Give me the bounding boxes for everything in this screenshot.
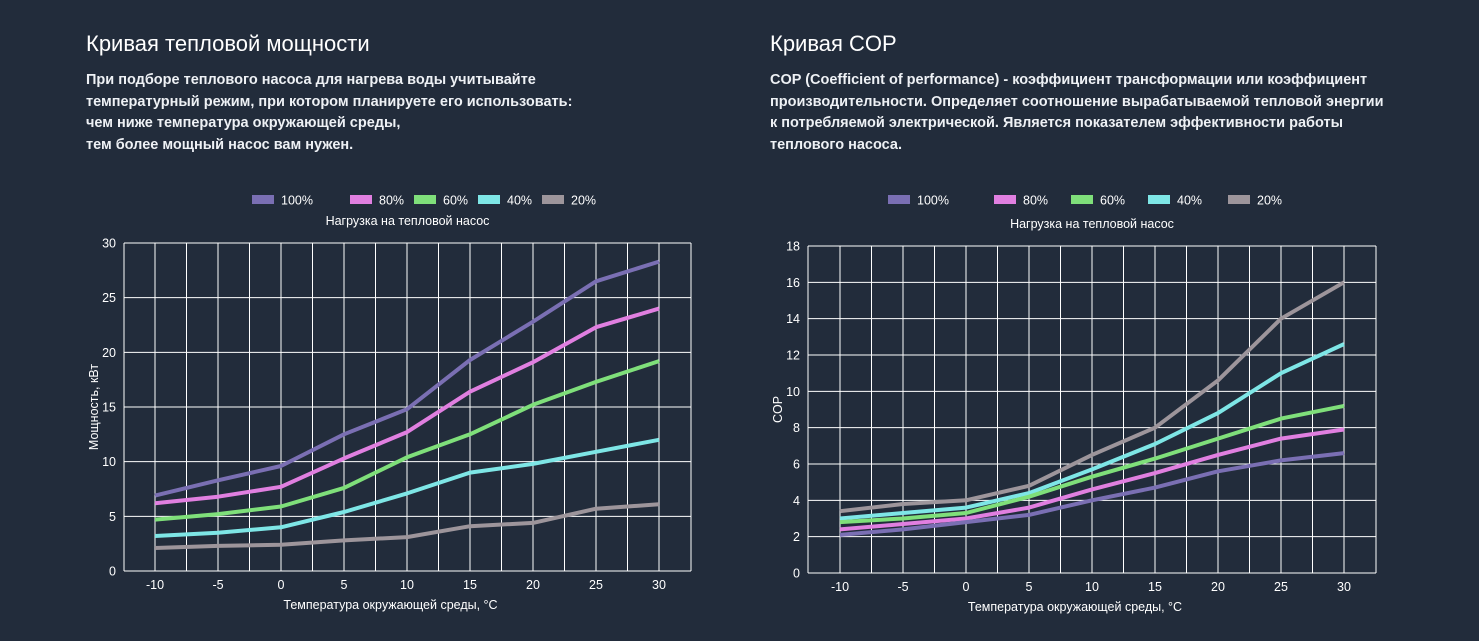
legend-label: 20% [1257, 194, 1282, 208]
y-tick-label: 10 [786, 385, 800, 399]
legend-label: 20% [571, 194, 596, 208]
legend-swatch [1228, 195, 1250, 204]
legend-label: 40% [507, 194, 532, 208]
x-axis-label: Температура окружающей среды, °C [283, 598, 497, 612]
x-tick-label: 0 [278, 578, 285, 592]
description-line: тем более мощный насос вам нужен. [86, 136, 354, 153]
description-line: производительности. Определяет соотношен… [770, 93, 1384, 110]
legend-swatch [414, 195, 436, 204]
description-line: температурный режим, при котором планиру… [86, 93, 573, 110]
y-tick-label: 14 [786, 312, 800, 326]
series-line-80pct [839, 427, 1345, 532]
x-tick-label: -5 [897, 580, 908, 594]
y-tick-label: 5 [109, 510, 116, 524]
legend-item[interactable]: 40% [478, 194, 532, 208]
y-tick-label: 4 [793, 494, 800, 508]
x-tick-label: -10 [831, 580, 849, 594]
legend-item[interactable]: 20% [542, 194, 596, 208]
y-tick-label: 0 [109, 565, 116, 579]
x-tick-label: 10 [1085, 580, 1099, 594]
legend-swatch [252, 195, 274, 204]
series-line-20pct [154, 502, 660, 550]
y-tick-label: 18 [786, 240, 800, 254]
legend-item[interactable]: 60% [1071, 194, 1125, 208]
y-tick-label: 30 [102, 237, 116, 251]
legend-swatch [1071, 195, 1093, 204]
y-tick-label: 20 [102, 346, 116, 360]
legend-label: 60% [1100, 194, 1125, 208]
legend-item[interactable]: 20% [1228, 194, 1282, 208]
legend-label: 60% [443, 194, 468, 208]
legend-swatch [478, 195, 500, 204]
legend-label: 100% [281, 194, 313, 208]
y-tick-label: 15 [102, 401, 116, 415]
series-line-60pct [154, 359, 660, 522]
description-line: к потребляемой электрической. Является п… [770, 115, 1343, 131]
description-line: При подборе теплового насоса для нагрева… [86, 72, 536, 88]
chart-title: Нагрузка на тепловой насос [1010, 217, 1174, 231]
x-tick-label: 30 [652, 578, 666, 592]
x-axis-label: Температура окружающей среды, °C [968, 600, 1182, 614]
legend-item[interactable]: 80% [994, 194, 1048, 208]
y-tick-label: 12 [786, 349, 800, 363]
legend-swatch [994, 195, 1016, 204]
series-line-100pct [154, 259, 660, 498]
y-tick-label: 25 [102, 291, 116, 305]
series-line-60pct [839, 403, 1345, 525]
legend-item[interactable]: 80% [350, 194, 404, 208]
x-tick-label: 5 [341, 578, 348, 592]
x-tick-label: -5 [212, 578, 223, 592]
description-line: теплового насоса. [770, 136, 903, 153]
section-title: Кривая COP [770, 31, 897, 56]
description-line: COP (Coefficient of performance) - коэфф… [770, 72, 1368, 88]
x-tick-label: 15 [463, 578, 477, 592]
y-tick-label: 0 [793, 567, 800, 581]
legend-label: 100% [917, 194, 949, 208]
legend-swatch [1148, 195, 1170, 204]
legend-item[interactable]: 40% [1148, 194, 1202, 208]
legend-item[interactable]: 60% [414, 194, 468, 208]
series-line-80pct [154, 306, 660, 506]
section-description: COP (Coefficient of performance) - коэфф… [770, 70, 1384, 156]
x-tick-label: -10 [146, 578, 164, 592]
chart-title: Нагрузка на тепловой насос [326, 214, 490, 228]
y-axis-label: COP [771, 396, 785, 423]
y-tick-label: 10 [102, 455, 116, 469]
section-description: При подборе теплового насоса для нагрева… [86, 70, 572, 156]
legend-item[interactable]: 100% [252, 194, 313, 208]
series-line-20pct [839, 280, 1346, 514]
y-tick-label: 2 [793, 530, 800, 544]
x-tick-label: 10 [400, 578, 414, 592]
description-line: чем ниже температура окружающей среды, [86, 115, 401, 131]
legend-swatch [350, 195, 372, 204]
y-tick-label: 16 [786, 276, 800, 290]
x-tick-label: 0 [963, 580, 970, 594]
x-tick-label: 20 [1211, 580, 1225, 594]
section-title: Кривая тепловой мощности [86, 31, 370, 56]
x-tick-label: 30 [1337, 580, 1351, 594]
x-tick-label: 5 [1026, 580, 1033, 594]
legend-item[interactable]: 100% [888, 194, 949, 208]
y-tick-label: 8 [793, 421, 800, 435]
y-axis-label: Мощность, кВт [87, 364, 101, 450]
series-line-40pct [839, 342, 1345, 521]
legend-swatch [888, 195, 910, 204]
x-tick-label: 20 [526, 578, 540, 592]
series-line-40pct [154, 437, 660, 538]
x-tick-label: 25 [589, 578, 603, 592]
series-line-100pct [839, 451, 1345, 537]
legend-label: 80% [1023, 194, 1048, 208]
legend-label: 40% [1177, 194, 1202, 208]
legend-label: 80% [379, 194, 404, 208]
y-tick-label: 6 [793, 458, 800, 472]
legend-swatch [542, 195, 564, 204]
x-tick-label: 15 [1148, 580, 1162, 594]
x-tick-label: 25 [1274, 580, 1288, 594]
